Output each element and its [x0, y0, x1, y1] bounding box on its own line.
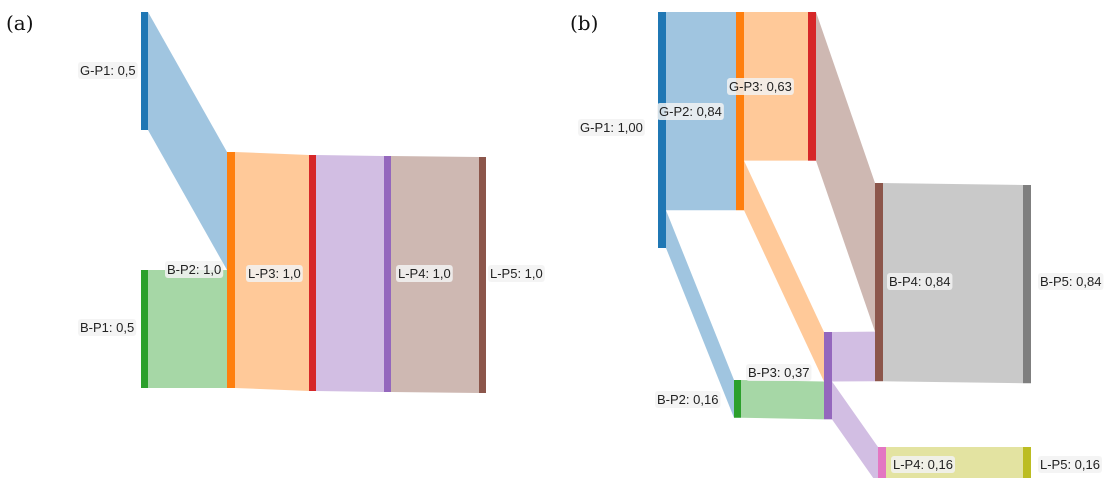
- node-label-b-p4: B-P4: 0,84: [889, 274, 950, 289]
- flow-g-p1-to-b-p2: [148, 12, 227, 270]
- panel-b: (b) G-P1: 1,00 G-P2: 0,84 G-P3: 0,63 B-P2: …: [570, 11, 1104, 478]
- node-label-bg-g-p1: [578, 119, 645, 136]
- flow-g-p1-to-b-p2: [666, 210, 734, 418]
- panel-a-node-labels: G-P1: 0,5 B-P1: 0,5 B-P2: 1,0 L-P3: 1,0 L-P4…: [78, 62, 545, 336]
- node-bar-b-p5: [1023, 185, 1031, 384]
- node-bar-l-p5: [479, 157, 486, 393]
- node-label-l-p5: L-P5: 1,0: [490, 266, 543, 281]
- node-label-bg-l-p4: [396, 265, 453, 282]
- node-label-g-p2: G-P2: 0,84: [659, 104, 722, 119]
- flow-l-p3-to-l-p4: [316, 155, 384, 392]
- node-label-bg-l-p5: [488, 265, 545, 282]
- flow-g-p3-to-b-p4: [816, 12, 875, 332]
- node-label-l-p3: L-P3: 1,0: [248, 266, 301, 281]
- node-bar-b-p1: [141, 270, 148, 388]
- node-label-bg-b-p2: [165, 261, 224, 278]
- node-label-g-p1: G-P1: 1,00: [580, 120, 643, 135]
- node-bar-g-p3: [808, 12, 816, 161]
- node-label-l-p5: L-P5: 0,16: [1040, 457, 1100, 472]
- panel-b-node-labels: G-P1: 1,00 G-P2: 0,84 G-P3: 0,63 B-P2: 0,16…: [578, 78, 1104, 473]
- node-label-bg-b-p4: [887, 273, 953, 290]
- flow-b-p4-to-b-p5: [883, 183, 1023, 384]
- node-bar-b-p2: [734, 380, 741, 418]
- node-label-l-p4: L-P4: 0,16: [893, 457, 953, 472]
- node-bar-g-p1: [141, 12, 148, 130]
- node-bar-b-p4: [875, 183, 883, 382]
- node-label-bg-g-p1: [78, 62, 138, 79]
- node-bar-b-p3: [824, 332, 832, 420]
- node-bar-g-p2: [736, 12, 744, 211]
- node-label-bg-g-p2: [657, 103, 724, 120]
- panel-b-nodes: [658, 12, 1031, 478]
- node-label-b-p2: B-P2: 0,16: [657, 392, 718, 407]
- node-label-b-p5: B-P5: 0,84: [1040, 274, 1101, 289]
- node-label-bg-g-p3: [727, 78, 794, 95]
- panel-b-links: [666, 12, 1023, 478]
- node-label-bg-l-p3: [246, 265, 303, 282]
- node-label-b-p1: B-P1: 0,5: [80, 320, 134, 335]
- panel-a: (a) G-P1: 0,5 B-P1: 0,5 B-P2: 1,0 L-P3: 1,0…: [6, 11, 545, 393]
- node-label-bg-b-p1: [78, 319, 137, 336]
- node-bar-b-p2: [227, 152, 235, 388]
- panel-b-label: (b): [570, 11, 598, 35]
- node-label-b-p2: B-P2: 1,0: [167, 262, 221, 277]
- node-bar-l-p3: [309, 155, 316, 391]
- node-bar-g-p1: [658, 12, 666, 248]
- node-bar-l-p4: [878, 447, 886, 478]
- node-label-bg-b-p5: [1038, 273, 1104, 290]
- node-label-g-p1: G-P1: 0,5: [80, 63, 136, 78]
- node-label-bg-b-p2: [655, 391, 721, 408]
- node-bar-l-p4: [384, 156, 391, 392]
- node-label-b-p3: B-P3: 0,37: [748, 365, 809, 380]
- node-label-bg-l-p5: [1038, 456, 1102, 473]
- node-label-l-p4: L-P4: 1,0: [398, 266, 451, 281]
- flow-b-p3-to-b-p4: [832, 331, 875, 382]
- flow-b-p1-to-b-p2: [148, 270, 227, 388]
- flow-b-p2-to-b-p3: [741, 380, 824, 420]
- flow-b-p3-to-l-p4: [832, 381, 878, 478]
- flow-g-p2-to-b-p3: [744, 160, 824, 382]
- node-label-g-p3: G-P3: 0,63: [729, 79, 792, 94]
- node-label-bg-l-p4: [891, 456, 955, 473]
- node-label-bg-b-p3: [746, 364, 812, 381]
- node-bar-l-p5: [1023, 447, 1031, 478]
- panel-a-label: (a): [6, 11, 34, 35]
- panel-a-nodes: [141, 12, 486, 393]
